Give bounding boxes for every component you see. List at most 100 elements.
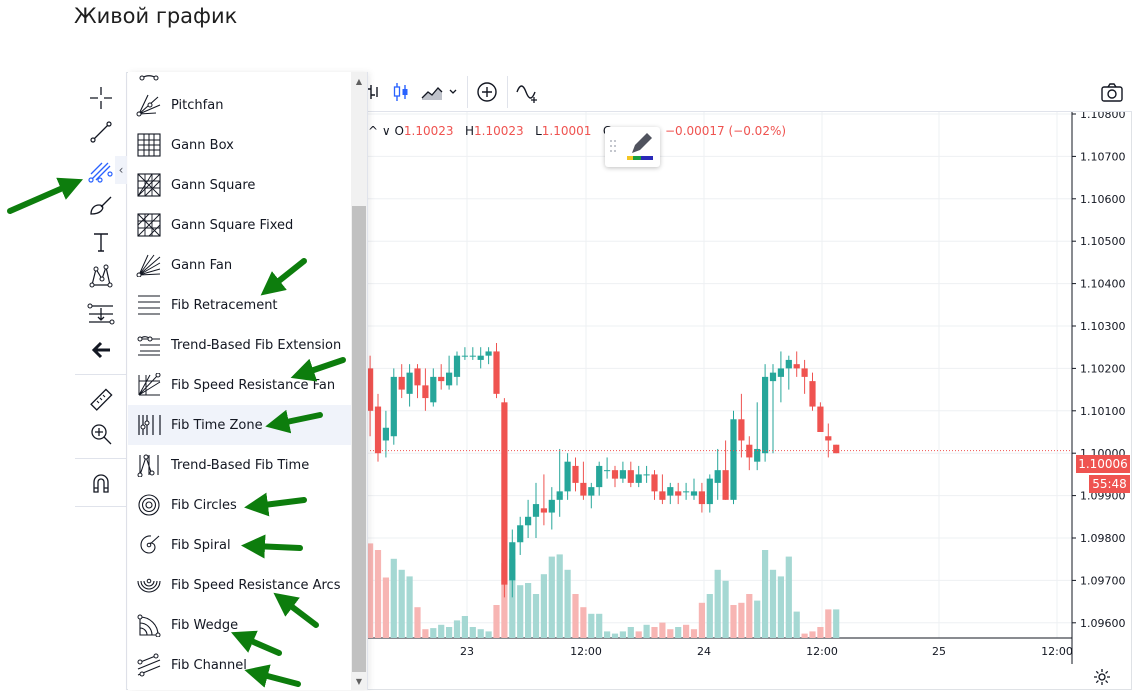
fib-channel-icon [136, 653, 162, 677]
price-axis-label: 1.10300 [1080, 320, 1126, 333]
menu-item-label: Fib Circles [171, 497, 237, 513]
menu-item-fib-wedge[interactable]: Fib Wedge [128, 605, 351, 645]
candles-icon[interactable] [389, 78, 413, 106]
trend-line-icon[interactable] [83, 116, 119, 148]
menu-item-label: Gann Square [171, 177, 256, 193]
candle-body [817, 406, 824, 432]
candle-body [690, 491, 698, 496]
scroll-up-icon[interactable]: ▲ [355, 76, 363, 86]
menu-item-label: Fib Channel [171, 657, 247, 673]
menu-item-gann-square[interactable]: Gann Square [128, 165, 351, 205]
time-axis-label: 23 [460, 645, 474, 658]
candle-body [461, 355, 468, 357]
volume-bar [833, 609, 840, 638]
menu-item-label: Pitchfan [171, 97, 224, 113]
candle-body [722, 470, 729, 500]
menu-item-gann-square-fixed[interactable]: Gann Square Fixed [128, 205, 351, 245]
menu-item-fib-circles[interactable]: Fib Circles [128, 485, 351, 525]
volume-bar [793, 611, 800, 638]
crosshair-icon[interactable] [83, 82, 119, 114]
collapse-menu-chevron-icon[interactable]: ‹ [115, 156, 127, 184]
price-chart[interactable]: 1.10800 1.10700 1.10600 1.10500 1.10400 1.103… [367, 112, 1132, 664]
drag-handle-icon[interactable] [610, 140, 616, 152]
menu-item-gann-box[interactable]: Gann Box [128, 125, 351, 165]
text-icon[interactable] [83, 226, 119, 258]
brush-icon[interactable] [83, 190, 119, 222]
fib-tools-icon[interactable] [83, 156, 119, 188]
menu-item-label: Trend-Based Fib Time [171, 457, 310, 473]
candle-body [548, 499, 555, 513]
fib-wedge-icon [136, 613, 162, 638]
menu-item-label: Trend-Based Fib Extension [171, 337, 342, 353]
candle-body [611, 470, 619, 479]
camera-icon[interactable] [1097, 78, 1127, 108]
volume-bar [422, 629, 429, 638]
volume-bar [398, 569, 405, 638]
pattern-icon[interactable] [83, 260, 119, 292]
menu-item-gann-fan[interactable]: Gann Fan [128, 245, 351, 285]
volume-bar [406, 576, 413, 638]
gear-icon[interactable] [1090, 666, 1114, 688]
menu-item-fib-spiral[interactable]: Fib Spiral [128, 525, 351, 565]
price-axis-label: 1.10500 [1080, 235, 1126, 248]
volume-bar [477, 629, 484, 638]
menu-item-fib-time[interactable]: Trend-Based Fib Time [128, 445, 351, 485]
partial-tool-icon [136, 72, 162, 84]
candle-body [604, 470, 611, 472]
menu-item-fib-extension[interactable]: Trend-Based Fib Extension [128, 325, 351, 365]
volume-bar [469, 627, 476, 638]
candle-body [777, 368, 784, 377]
menu-item-pitchfan[interactable]: Pitchfan [128, 85, 351, 125]
legend-interval-chevron[interactable]: ^ ∨ [368, 124, 395, 138]
candle-body [698, 491, 705, 505]
menu-item-fib-time-zone[interactable]: Fib Time Zone [128, 405, 351, 445]
volume-bar [548, 556, 555, 638]
bar-style-icon[interactable] [367, 78, 381, 106]
candle-body [580, 482, 587, 496]
scroll-thumb[interactable] [352, 206, 366, 672]
menu-item-partial[interactable] [128, 72, 351, 92]
ruler-icon[interactable] [83, 384, 119, 416]
menu-item-fib-retracement[interactable]: Fib Retracement [128, 285, 351, 325]
candle-body [651, 474, 658, 492]
menu-item-label: Fib Spiral [171, 537, 231, 553]
menu-item-fib-speed-fan[interactable]: Fib Speed Resistance Fan [128, 365, 351, 405]
back-arrow-icon[interactable] [83, 334, 119, 366]
floating-drawing-toolbar[interactable] [605, 127, 660, 167]
candle-body [706, 478, 713, 505]
candle-body [430, 376, 437, 403]
menu-item-fib-arcs[interactable]: Fib Speed Resistance Arcs [128, 565, 351, 605]
menu-scrollbar[interactable]: ▲ ▼ [351, 72, 367, 690]
fib-arcs-icon [136, 573, 162, 597]
volume-bar [730, 605, 737, 638]
volume-bar [651, 627, 658, 638]
volume-bar [532, 594, 540, 638]
candle-body [414, 368, 421, 386]
menu-item-fib-channel[interactable]: Fib Channel [128, 645, 351, 685]
candle-body [785, 359, 792, 369]
scroll-down-icon[interactable]: ▼ [355, 676, 363, 686]
zoom-in-icon[interactable] [83, 418, 119, 450]
candle-body [635, 474, 642, 483]
volume-bar [659, 622, 666, 638]
menu-item-label: Fib Speed Resistance Arcs [171, 577, 341, 593]
candle-body [667, 487, 674, 496]
magnet-icon[interactable] [83, 468, 119, 500]
add-indicator-icon[interactable] [473, 78, 501, 106]
prediction-icon[interactable] [83, 298, 119, 330]
candle-body [675, 491, 682, 496]
candle-body [738, 419, 745, 441]
pencil-color-icon[interactable] [627, 133, 653, 160]
fib-extension-icon [136, 333, 162, 357]
volume-bar [588, 613, 595, 638]
price-axis-label: 1.10600 [1080, 193, 1126, 206]
candle-body [517, 525, 524, 543]
volume-bar [509, 558, 516, 638]
legend-high-label: H [465, 124, 475, 138]
candle-body [477, 355, 484, 360]
compare-icon[interactable] [513, 78, 543, 106]
price-axis-label: 1.09600 [1080, 617, 1126, 630]
gann-square-fixed-icon [136, 213, 162, 237]
candle-body [643, 474, 650, 476]
area-chart-icon[interactable] [419, 78, 459, 106]
